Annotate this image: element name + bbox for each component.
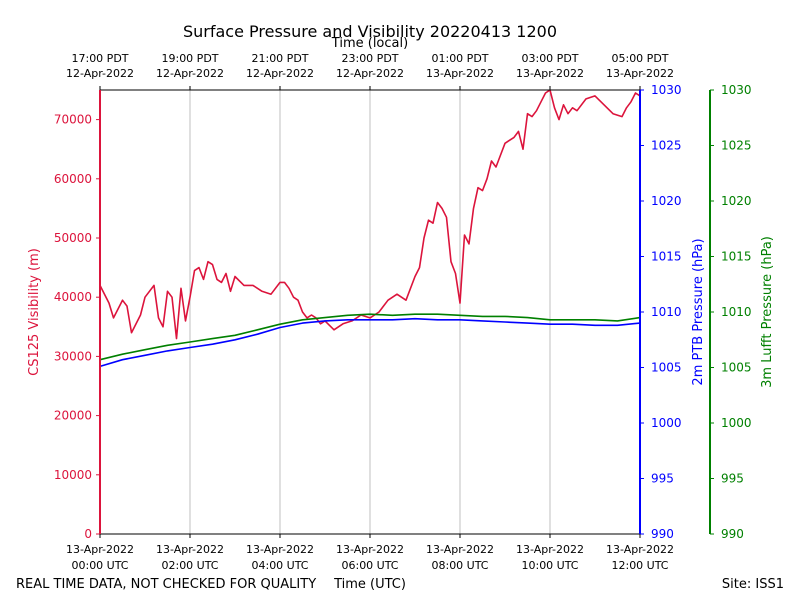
bottom-tick-label: 08:00 UTC	[431, 559, 488, 572]
right1-tick-label: 1025	[651, 139, 682, 153]
right1-axis-label: 2m PTB Pressure (hPa)	[691, 238, 706, 385]
right1-tick-label: 1020	[651, 194, 682, 208]
bottom-tick-label: 13-Apr-2022	[516, 543, 584, 556]
left-tick-label: 40000	[54, 290, 92, 304]
right1-tick-label: 990	[651, 527, 674, 541]
top-tick-label: 12-Apr-2022	[246, 67, 314, 80]
top-tick-label: 23:00 PDT	[341, 52, 398, 65]
bottom-tick-label: 02:00 UTC	[161, 559, 218, 572]
top-tick-label: 13-Apr-2022	[516, 67, 584, 80]
top-tick-label: 12-Apr-2022	[66, 67, 134, 80]
right2-tick-label: 990	[721, 527, 744, 541]
right1-tick-label: 1030	[651, 83, 682, 97]
left-tick-label: 60000	[54, 172, 92, 186]
right2-tick-label: 1020	[721, 194, 752, 208]
grid-lines	[189, 90, 551, 534]
bottom-tick-label: 12:00 UTC	[611, 559, 668, 572]
bottom-x-axis-label: Time (UTC)	[333, 577, 406, 592]
right1-tick-label: 1015	[651, 250, 682, 264]
left-tick-label: 30000	[54, 349, 92, 363]
left-tick-label: 20000	[54, 409, 92, 423]
top-x-axis-label: Time (local)	[331, 36, 408, 51]
top-tick-label: 05:00 PDT	[611, 52, 668, 65]
top-tick-label: 01:00 PDT	[431, 52, 488, 65]
bottom-tick-label: 13-Apr-2022	[246, 543, 314, 556]
top-tick-label: 12-Apr-2022	[156, 67, 224, 80]
chart-title: Surface Pressure and Visibility 20220413…	[183, 22, 557, 41]
series-line	[99, 89, 641, 340]
top-tick-label: 19:00 PDT	[161, 52, 218, 65]
left-tick-label: 50000	[54, 231, 92, 245]
bottom-tick-label: 00:00 UTC	[71, 559, 128, 572]
bottom-tick-label: 10:00 UTC	[521, 559, 578, 572]
right2-tick-label: 1010	[721, 305, 752, 319]
series-line	[99, 313, 641, 361]
right2-tick-label: 1005	[721, 361, 752, 375]
top-tick-label: 21:00 PDT	[251, 52, 308, 65]
left-axis-label: CS125 Visibility (m)	[27, 248, 42, 376]
bottom-tick-label: 13-Apr-2022	[336, 543, 404, 556]
right2-tick-label: 1015	[721, 250, 752, 264]
bottom-tick-label: 13-Apr-2022	[426, 543, 494, 556]
right2-tick-label: 995	[721, 472, 744, 486]
top-tick-label: 12-Apr-2022	[336, 67, 404, 80]
bottom-tick-label: 13-Apr-2022	[156, 543, 224, 556]
right2-tick-label: 1030	[721, 83, 752, 97]
bottom-tick-label: 04:00 UTC	[251, 559, 308, 572]
left-tick-label: 70000	[54, 113, 92, 127]
bottom-tick-label: 06:00 UTC	[341, 559, 398, 572]
right2-tick-label: 1000	[721, 416, 752, 430]
right1-tick-label: 1005	[651, 361, 682, 375]
right2-axis-label: 3m Lufft Pressure (hPa)	[760, 236, 775, 388]
series-line	[99, 317, 641, 368]
top-tick-label: 13-Apr-2022	[606, 67, 674, 80]
left-tick-label: 0	[84, 527, 92, 541]
bottom-tick-label: 13-Apr-2022	[66, 543, 134, 556]
right1-tick-label: 995	[651, 472, 674, 486]
site-label: Site: ISS1	[722, 577, 784, 592]
quality-notice: REAL TIME DATA, NOT CHECKED FOR QUALITY	[16, 577, 316, 592]
top-tick-label: 17:00 PDT	[71, 52, 128, 65]
axes-layer: 0 10000 20000 30000 40000 50000 60000 70000 990 9…	[54, 52, 752, 572]
series-layer	[99, 89, 641, 368]
right1-tick-label: 1000	[651, 416, 682, 430]
bottom-tick-label: 13-Apr-2022	[606, 543, 674, 556]
top-tick-label: 03:00 PDT	[521, 52, 578, 65]
left-tick-label: 10000	[54, 468, 92, 482]
right2-tick-label: 1025	[721, 139, 752, 153]
top-tick-label: 13-Apr-2022	[426, 67, 494, 80]
right1-tick-label: 1010	[651, 305, 682, 319]
